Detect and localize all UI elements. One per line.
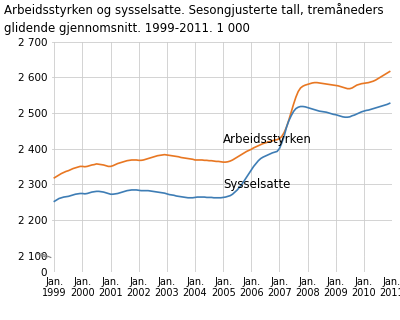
Text: glidende gjennomsnitt. 1999-2011. 1 000: glidende gjennomsnitt. 1999-2011. 1 000 bbox=[4, 22, 250, 36]
Text: Sysselsatte: Sysselsatte bbox=[223, 178, 290, 191]
Text: Arbeidsstyrken: Arbeidsstyrken bbox=[223, 133, 312, 146]
Text: Arbeidsstyrken og sysselsatte. Sesongjusterte tall, tremåneders: Arbeidsstyrken og sysselsatte. Sesongjus… bbox=[4, 3, 384, 17]
